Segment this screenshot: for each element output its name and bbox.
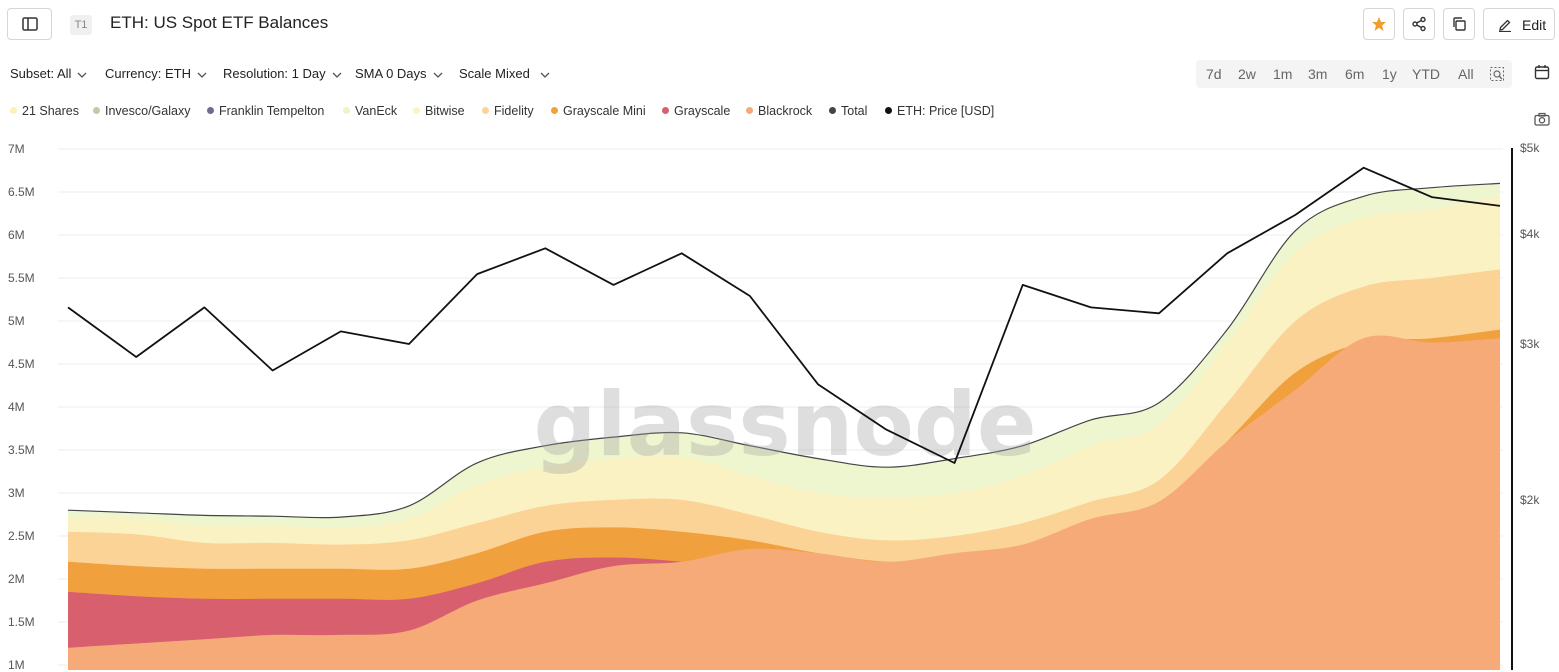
tier-badge: T1 <box>70 15 92 35</box>
share-icon <box>1412 16 1426 32</box>
y2-tick-label: $5k <box>1520 141 1540 155</box>
edit-button[interactable]: Edit <box>1483 8 1555 40</box>
resolution-dropdown[interactable]: Resolution: 1 Day <box>223 66 342 81</box>
range-2w[interactable]: 2w <box>1238 66 1256 82</box>
legend-grayscale[interactable]: Grayscale <box>662 104 730 118</box>
star-icon <box>1372 17 1386 31</box>
copy-button[interactable] <box>1443 8 1475 40</box>
resolution-label: Resolution: 1 Day <box>223 66 326 81</box>
legend-grayscale-mini[interactable]: Grayscale Mini <box>551 104 646 118</box>
y-tick-label: 5M <box>8 314 25 328</box>
currency-dropdown[interactable]: Currency: ETH <box>105 66 207 81</box>
legend-label: ETH: Price [USD] <box>897 104 995 118</box>
chevron-down-icon <box>197 72 207 78</box>
chevron-down-icon <box>332 72 342 78</box>
range-7d[interactable]: 7d <box>1206 66 1222 82</box>
legend-dot <box>207 107 214 114</box>
legend-dot <box>829 107 836 114</box>
y-tick-label: 6.5M <box>8 185 35 199</box>
camera-icon[interactable] <box>1534 112 1550 126</box>
legend-21shares[interactable]: 21 Shares <box>10 104 79 118</box>
sma-label: SMA 0 Days <box>355 66 427 81</box>
y-tick-label: 6M <box>8 228 25 242</box>
range-ytd[interactable]: YTD <box>1412 66 1440 82</box>
legend-label: Bitwise <box>425 104 465 118</box>
y-tick-label: 4M <box>8 400 25 414</box>
legend-dot <box>885 107 892 114</box>
legend-label: Grayscale <box>674 104 731 118</box>
legend-franklin[interactable]: Franklin Tempelton <box>207 104 324 118</box>
legend-label: Invesco/Galaxy <box>105 104 191 118</box>
range-all[interactable]: All <box>1458 66 1474 82</box>
legend-dot <box>482 107 489 114</box>
legend-label: Blackrock <box>758 104 813 118</box>
top-bar: T1 ETH: US Spot ETF Balances Edit <box>0 0 1559 50</box>
edit-label: Edit <box>1522 17 1547 33</box>
legend-blackrock[interactable]: Blackrock <box>746 104 812 118</box>
legend-label: Total <box>841 104 868 118</box>
y2-tick-label: $2k <box>1520 492 1540 507</box>
chevron-down-icon <box>540 72 550 78</box>
sma-dropdown[interactable]: SMA 0 Days <box>355 66 443 81</box>
chart-legend: 21 Shares Invesco/Galaxy Franklin Tempel… <box>0 104 1520 124</box>
calendar-icon[interactable] <box>1534 64 1550 80</box>
legend-dot <box>413 107 420 114</box>
legend-label: Grayscale Mini <box>563 104 646 118</box>
y-tick-label: 5.5M <box>8 271 35 285</box>
scale-label: Scale Mixed <box>459 66 530 81</box>
range-1m[interactable]: 1m <box>1273 66 1293 82</box>
eth-price-line <box>67 166 1501 464</box>
y-tick-label: 3M <box>8 486 25 500</box>
y2-tick-label: $4k <box>1520 226 1540 241</box>
legend-fidelity[interactable]: Fidelity <box>482 104 534 118</box>
range-1y[interactable]: 1y <box>1382 66 1397 82</box>
range-3m[interactable]: 3m <box>1308 66 1328 82</box>
y-tick-label: 1.5M <box>8 615 35 629</box>
scale-dropdown[interactable]: Scale Mixed <box>459 66 550 81</box>
y-tick-label: 2M <box>8 572 25 586</box>
page-title: ETH: US Spot ETF Balances <box>110 13 329 32</box>
y-tick-label: 7M <box>8 142 25 156</box>
legend-label: 21 Shares <box>22 104 79 118</box>
total-line <box>67 182 1501 519</box>
range-selector: 7d 2w 1m 3m 6m 1y YTD All <box>1196 60 1512 88</box>
range-6m[interactable]: 6m <box>1345 66 1365 82</box>
y-tick-label: 2.5M <box>8 529 35 543</box>
sidebar-toggle-button[interactable] <box>7 8 52 40</box>
sidebar-icon <box>22 17 38 31</box>
subset-label: Subset: All <box>10 66 72 81</box>
y-tick-label: 4.5M <box>8 357 35 371</box>
chevron-down-icon <box>433 72 442 78</box>
area-blackrock <box>68 335 1500 670</box>
legend-dot <box>10 107 17 114</box>
legend-vaneck[interactable]: VanEck <box>343 104 397 118</box>
legend-bitwise[interactable]: Bitwise <box>413 104 465 118</box>
legend-label: Franklin Tempelton <box>219 104 325 118</box>
subset-dropdown[interactable]: Subset: All <box>10 66 87 81</box>
y2-tick-label: $3k <box>1520 337 1540 352</box>
y-tick-label: 3.5M <box>8 443 35 457</box>
legend-dot <box>551 107 558 114</box>
currency-label: Currency: ETH <box>105 66 191 81</box>
watermark: glassnode <box>533 373 1036 476</box>
favorite-button[interactable] <box>1363 8 1395 40</box>
legend-eth-price[interactable]: ETH: Price [USD] <box>885 104 994 118</box>
legend-dot <box>93 107 100 114</box>
chevron-down-icon <box>77 72 87 78</box>
legend-dot <box>746 107 753 114</box>
pencil-icon <box>1499 19 1511 32</box>
legend-label: VanEck <box>355 104 398 118</box>
legend-dot <box>343 107 350 114</box>
y-tick-label: 1M <box>8 658 25 672</box>
copy-icon <box>1453 17 1466 31</box>
legend-invesco[interactable]: Invesco/Galaxy <box>93 104 190 118</box>
legend-dot <box>662 107 669 114</box>
share-button[interactable] <box>1403 8 1435 40</box>
filter-bar: Subset: All Currency: ETH Resolution: 1 … <box>0 60 1180 88</box>
zoom-select-icon[interactable] <box>1489 66 1505 82</box>
legend-total[interactable]: Total <box>829 104 867 118</box>
legend-label: Fidelity <box>494 104 534 118</box>
